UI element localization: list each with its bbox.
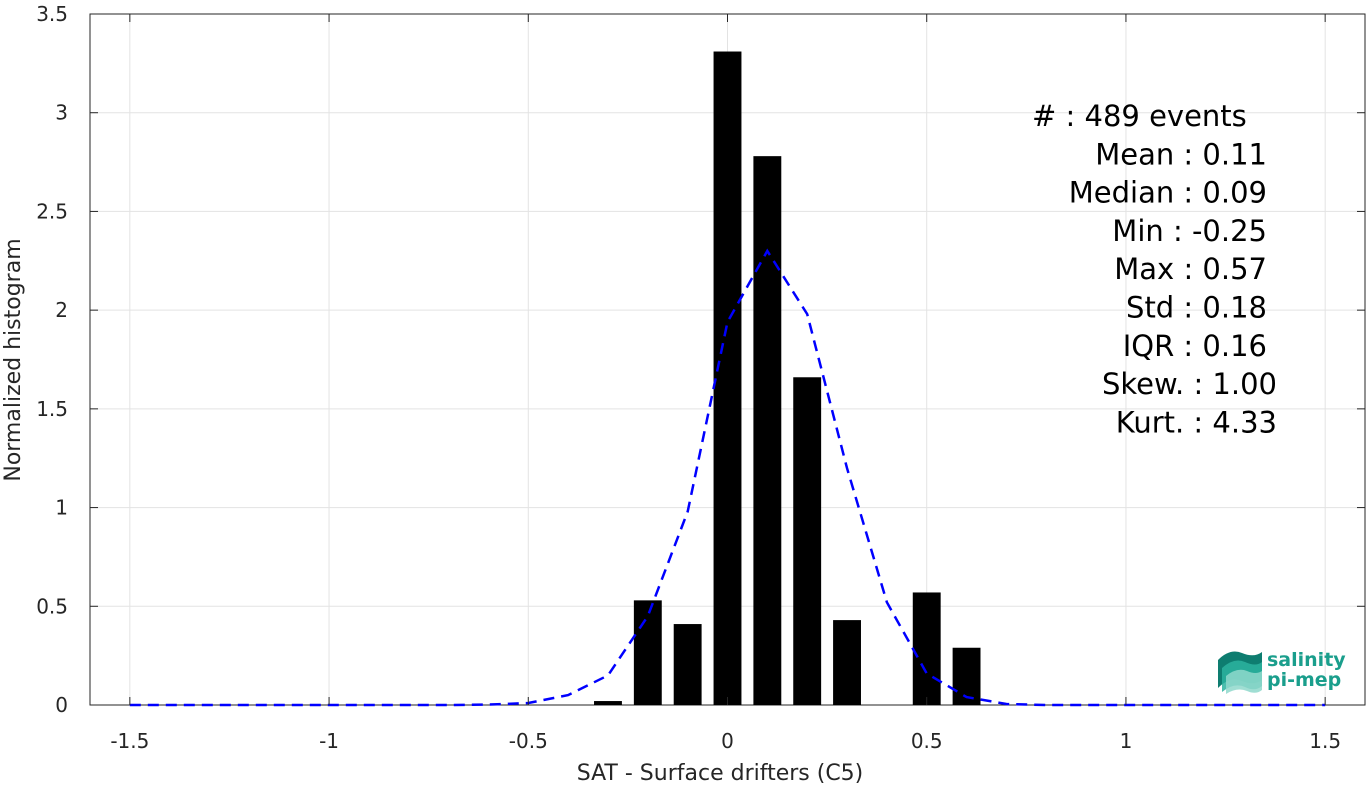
histogram-bar — [713, 51, 742, 706]
x-tick-label: -1 — [319, 729, 339, 753]
stat-line: # : 489 events — [1032, 99, 1247, 133]
statistics-annotation: # : 489 events Mean : 0.11 Median : 0.09 Mi… — [1032, 99, 1277, 439]
y-tick-label: 2.5 — [36, 199, 68, 223]
stat-line: Median : 0.09 — [1069, 176, 1267, 210]
bars-group — [594, 51, 981, 706]
histogram-bar — [833, 620, 861, 705]
x-axis-label: SAT - Surface drifters (C5) — [577, 761, 864, 785]
stat-line: Max : 0.57 — [1114, 252, 1267, 286]
y-tick-label: 1.5 — [36, 397, 68, 421]
x-axis-ticks: -1.5 -1 -0.5 0 0.5 1 1.5 — [110, 14, 1341, 753]
y-axis-ticks: 0 0.5 1 1.5 2 2.5 3 3.5 — [36, 2, 1365, 717]
histogram-bar — [673, 624, 702, 705]
x-tick-label: 1.5 — [1309, 729, 1341, 753]
histogram-bar — [912, 592, 941, 705]
histogram-bar — [952, 647, 981, 705]
wave-logo-icon — [1218, 651, 1262, 694]
y-tick-label: 0 — [55, 693, 68, 717]
y-axis-label: Normalized histogram — [1, 238, 26, 481]
y-tick-label: 0.5 — [36, 594, 68, 618]
stat-line: Skew. : 1.00 — [1102, 367, 1277, 401]
stat-line: Kurt. : 4.33 — [1116, 405, 1277, 439]
histogram-bar — [633, 600, 662, 705]
stat-line: Min : -0.25 — [1112, 214, 1267, 248]
x-tick-label: -1.5 — [110, 729, 149, 753]
logo-line2: pi-mep — [1267, 669, 1341, 691]
histogram-bar — [594, 701, 622, 705]
x-tick-label: -0.5 — [509, 729, 548, 753]
logo-line1: salinity — [1267, 649, 1346, 671]
x-tick-label: 0.5 — [911, 729, 943, 753]
y-tick-label: 1 — [55, 496, 68, 520]
salinity-pi-mep-logo: salinity pi-mep — [1218, 649, 1346, 694]
y-tick-label: 3.5 — [36, 2, 68, 26]
stat-line: IQR : 0.16 — [1123, 329, 1267, 363]
x-tick-label: 0 — [721, 729, 734, 753]
stat-line: Mean : 0.11 — [1095, 137, 1267, 171]
histogram-bar — [793, 377, 822, 705]
y-tick-label: 3 — [55, 101, 68, 125]
x-tick-label: 1 — [1120, 729, 1133, 753]
y-tick-label: 2 — [55, 298, 68, 322]
histogram-bar — [753, 156, 782, 706]
stat-line: Std : 0.18 — [1126, 291, 1267, 325]
